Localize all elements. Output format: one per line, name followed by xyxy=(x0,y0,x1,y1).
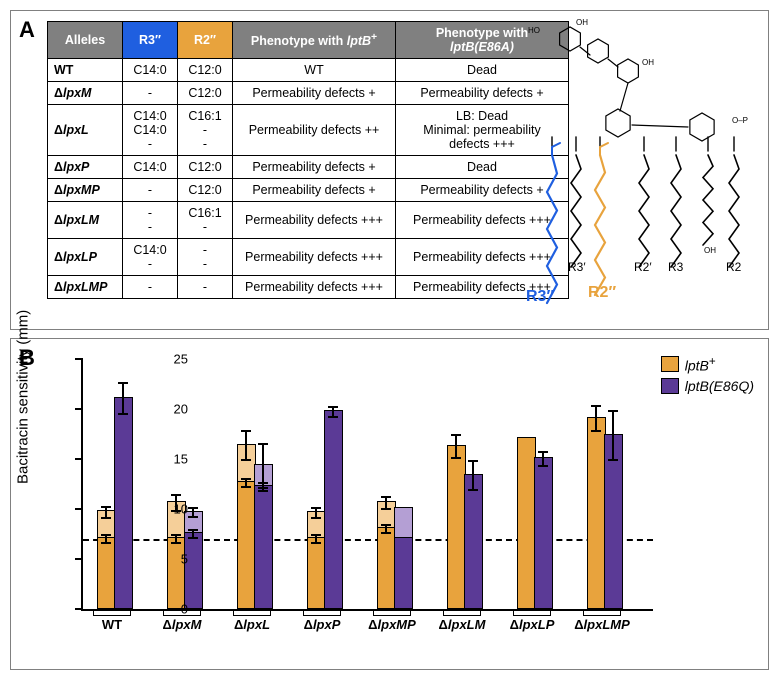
error-bar xyxy=(332,406,334,418)
x-group-bracket xyxy=(303,609,341,616)
svg-text:R2: R2 xyxy=(726,260,742,274)
bar xyxy=(534,457,553,609)
x-group-bracket xyxy=(443,609,481,616)
x-group-bracket xyxy=(513,609,551,616)
x-group-label: WT xyxy=(81,617,143,632)
panel-a-label: A xyxy=(19,17,35,43)
legend-item: lptB(E86Q) xyxy=(661,378,754,394)
bar xyxy=(114,397,133,609)
error-bar xyxy=(472,460,474,491)
x-group-bracket xyxy=(583,609,621,616)
table-header: Phenotype with lptB+ xyxy=(233,22,396,59)
svg-text:O–P: O–P xyxy=(732,116,748,125)
x-group-bracket xyxy=(373,609,411,616)
bar xyxy=(254,485,273,609)
svg-text:OH: OH xyxy=(704,246,716,255)
x-group-label: ΔlpxLM xyxy=(431,617,493,632)
error-bar xyxy=(105,506,107,519)
table-header: Alleles xyxy=(48,22,123,59)
svg-text:R3′: R3′ xyxy=(568,260,586,274)
table-row: ΔlpxLC14:0C14:0-C16:1--Permeability defe… xyxy=(48,105,569,156)
x-group-label: ΔlpxL xyxy=(221,617,283,632)
x-group-bracket xyxy=(233,609,271,616)
x-group-label: ΔlpxMP xyxy=(361,617,423,632)
table-row: ΔlpxLMP--Permeability defects +++Permeab… xyxy=(48,276,569,299)
error-bar xyxy=(315,507,317,519)
bar xyxy=(324,410,343,609)
panel-a: A AllelesR3″R2″Phenotype with lptB+Pheno… xyxy=(10,10,769,330)
x-group-label: ΔlpxLMP xyxy=(571,617,633,632)
error-bar xyxy=(192,507,194,518)
svg-text:R2′: R2′ xyxy=(634,260,652,274)
svg-text:R3″: R3″ xyxy=(526,288,554,305)
error-bar xyxy=(122,382,124,415)
svg-text:HO: HO xyxy=(528,26,540,35)
bar-chart xyxy=(81,359,653,611)
x-group-label: ΔlpxLP xyxy=(501,617,563,632)
table-row: WTC14:0C12:0WTDead xyxy=(48,59,569,82)
table-header: R2″ xyxy=(178,22,233,59)
table-row: ΔlpxMP-C12:0Permeability defects +Permea… xyxy=(48,179,569,202)
y-tick-label: 25 xyxy=(174,352,188,367)
table-row: ΔlpxLM--C16:1-Permeability defects +++Pe… xyxy=(48,202,569,239)
table-row: ΔlpxLPC14:0---Permeability defects +++Pe… xyxy=(48,239,569,276)
error-bar xyxy=(542,451,544,467)
svg-text:OH: OH xyxy=(642,58,654,67)
chart-legend: lptB+ lptB(E86Q) xyxy=(661,355,754,398)
y-tick-label: 10 xyxy=(174,502,188,517)
x-group-bracket xyxy=(163,609,201,616)
error-bar xyxy=(245,430,247,461)
error-bar xyxy=(455,434,457,459)
y-tick-label: 20 xyxy=(174,402,188,417)
x-group-bracket xyxy=(93,609,131,616)
bar xyxy=(464,474,483,609)
phenotype-table: AllelesR3″R2″Phenotype with lptB+Phenoty… xyxy=(47,21,569,299)
panel-b: B Bacitracin sensitivity (mm) lptB+lptB(… xyxy=(10,338,769,670)
legend-item: lptB+ xyxy=(661,355,754,374)
table-row: ΔlpxM-C12:0Permeability defects +Permeab… xyxy=(48,82,569,105)
bar xyxy=(394,537,413,609)
y-tick-label: 15 xyxy=(174,452,188,467)
table-row: ΔlpxPC14:0C12:0Permeability defects +Dea… xyxy=(48,156,569,179)
error-bar xyxy=(612,410,614,461)
y-axis-label: Bacitracin sensitivity (mm) xyxy=(15,310,32,484)
x-group-label: ΔlpxM xyxy=(151,617,213,632)
svg-text:OH: OH xyxy=(576,18,588,27)
svg-text:R2″: R2″ xyxy=(588,284,616,301)
table-header: R3″ xyxy=(123,22,178,59)
svg-text:R3: R3 xyxy=(668,260,684,274)
x-group-label: ΔlpxP xyxy=(291,617,353,632)
molecule-diagram: HO OH OH O–P OH R3″ R2″R3′ R2′ R3 R2 xyxy=(522,15,762,315)
y-tick-label: 5 xyxy=(181,552,188,567)
bar xyxy=(184,532,203,609)
error-bar xyxy=(595,405,597,432)
error-bar xyxy=(385,496,387,510)
